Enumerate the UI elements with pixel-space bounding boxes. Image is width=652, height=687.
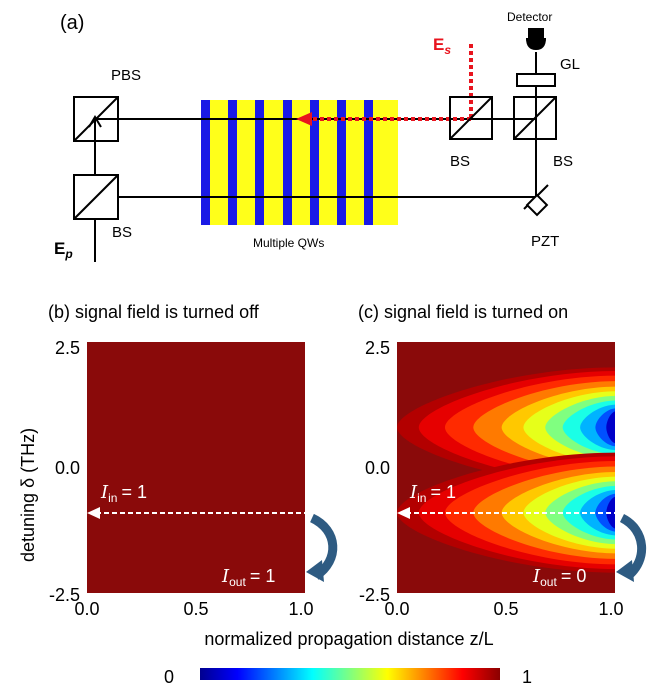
x-tick: 0.0 (384, 599, 409, 619)
detector-label: Detector (507, 10, 552, 24)
curved-arrow-c-head (616, 560, 634, 582)
x-tick: 0.5 (183, 599, 208, 619)
qw-layer (364, 100, 373, 225)
probe-field-label: Ep (54, 239, 73, 261)
axes: detuning δ (THz) 2.5 0.0 -2.5 2.5 0.0 -2… (18, 338, 624, 649)
y-tick: -2.5 (359, 585, 390, 605)
iout-label-c: Iout = 0 (532, 566, 586, 589)
qw-layer (228, 100, 237, 225)
panel-c: (c) signal field is turned on Iin = 1 Iou… (358, 302, 646, 593)
y-tick: 0.0 (365, 458, 390, 478)
pbs-cube (73, 96, 119, 142)
qw-layer (255, 100, 264, 225)
panel-a-label: (a) (60, 12, 84, 34)
heatmap-b (87, 342, 305, 593)
signal-arrow-head (296, 112, 312, 126)
colorbar: 0 1 (164, 667, 532, 687)
y-tick: 2.5 (365, 338, 390, 358)
x-tick: 1.0 (288, 599, 313, 619)
colorbar-min: 0 (164, 667, 174, 687)
x-tick: 1.0 (598, 599, 623, 619)
x-tick: 0.0 (74, 599, 99, 619)
colorbar-max: 1 (522, 667, 532, 687)
bs-right-label: BS (553, 153, 573, 170)
detector-icon (526, 28, 546, 50)
qw-layer (310, 100, 319, 225)
colorbar-gradient (200, 668, 500, 680)
x-axis-label: normalized propagation distance z/L (204, 629, 493, 649)
y-tick: 2.5 (55, 338, 80, 358)
signal-field-label: Es (433, 35, 451, 57)
y-tick: 0.0 (55, 458, 80, 478)
panel-b-title: (b) signal field is turned off (48, 302, 260, 322)
panel-c-title: (c) signal field is turned on (358, 302, 568, 322)
iin-label-c: Iin = 1 (409, 482, 456, 505)
bs-cube-left (73, 174, 119, 220)
curved-arrow-c (619, 513, 646, 580)
bs-left-label: BS (112, 224, 132, 241)
gl-label: GL (560, 56, 580, 73)
curved-arrow-b-head (306, 560, 324, 582)
qw-layer (201, 100, 210, 225)
bs-cube-middle (449, 96, 493, 140)
pzt-label: PZT (531, 233, 559, 250)
iin-label-b: Iin = 1 (100, 482, 147, 505)
x-tick: 0.5 (493, 599, 518, 619)
panel-b: (b) signal field is turned off Iin = 1 Io… (48, 302, 338, 593)
probe-arrow-c (397, 507, 410, 519)
bs-cube-right (513, 96, 557, 140)
probe-arrow-b (87, 507, 100, 519)
bs-middle-label: BS (450, 153, 470, 170)
pbs-label: PBS (111, 67, 141, 84)
absorption-contour (606, 411, 615, 444)
qw-layer (337, 100, 346, 225)
panel-a-schematic: (a) (54, 10, 580, 262)
gl-polarizer (516, 73, 556, 87)
pzt-mirror (523, 184, 549, 217)
y-axis-label: detuning δ (THz) (18, 428, 38, 562)
qws-label: Multiple QWs (253, 236, 324, 250)
iout-label-b: Iout = 1 (221, 566, 275, 589)
qw-layer (283, 100, 292, 225)
y-tick: -2.5 (49, 585, 80, 605)
